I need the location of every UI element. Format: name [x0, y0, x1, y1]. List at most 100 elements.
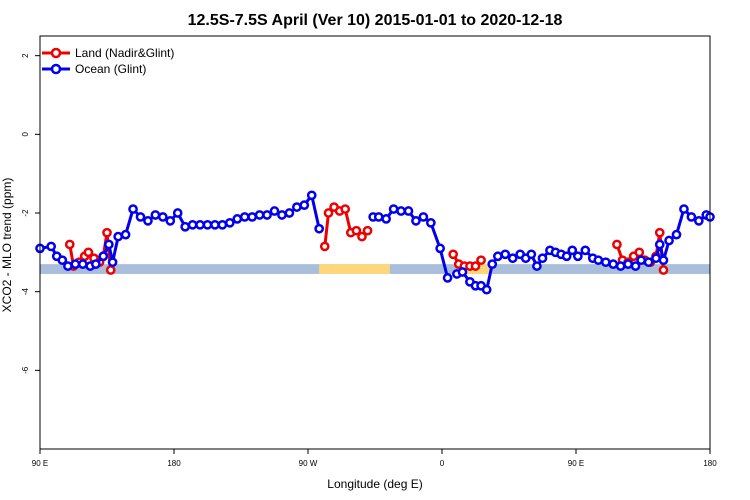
data-point [608, 259, 619, 269]
data-point [195, 219, 205, 230]
y-tick-label: -4 [21, 288, 30, 296]
data-point [425, 217, 436, 228]
data-point [487, 259, 498, 269]
series-1 [35, 190, 715, 295]
data-point [102, 227, 112, 238]
series-layer [35, 190, 715, 295]
data-point [664, 235, 674, 246]
data-point [277, 210, 287, 220]
data-point [442, 273, 453, 283]
data-point [418, 212, 429, 222]
data-point [373, 212, 384, 222]
data-point [612, 239, 622, 250]
data-point [306, 190, 317, 201]
data-point [64, 239, 75, 250]
data-point [323, 208, 334, 218]
data-point [314, 223, 325, 234]
data-point [580, 245, 591, 256]
data-point [671, 229, 682, 240]
data-point [232, 214, 243, 224]
data-point [284, 208, 295, 218]
x-axis-label: Longitude (deg E) [327, 477, 422, 491]
data-point [658, 255, 669, 266]
legend-marker [50, 63, 62, 75]
data-point [679, 204, 689, 214]
data-point [340, 204, 351, 214]
data-point [654, 227, 665, 238]
data-point [180, 221, 191, 232]
data-point [143, 216, 153, 226]
data-point [70, 259, 81, 269]
data-point [113, 231, 124, 242]
data-point [435, 243, 445, 254]
data-point [654, 239, 665, 250]
data-point [651, 253, 661, 264]
data-point [210, 219, 220, 230]
y-tick-label: 0 [21, 132, 30, 137]
data-point [567, 245, 578, 256]
data-point [362, 225, 373, 236]
data-point [135, 212, 146, 222]
data-point [411, 216, 421, 226]
data-point [299, 200, 310, 210]
data-point [623, 259, 633, 269]
data-point [658, 265, 669, 275]
data-point [262, 210, 272, 220]
data-point [403, 206, 414, 216]
data-point [165, 216, 176, 226]
legend-marker [50, 47, 62, 59]
data-point [104, 239, 114, 250]
data-point [381, 214, 392, 224]
data-point [351, 225, 362, 236]
data-point [561, 251, 572, 262]
data-point [77, 259, 88, 269]
band-highlight [381, 264, 390, 274]
data-point [128, 204, 138, 214]
x-tick-label: 0 [440, 459, 445, 468]
data-point [448, 249, 459, 260]
data-point [239, 212, 250, 222]
legend-label: Ocean (Glint) [75, 62, 146, 76]
data-point [150, 210, 161, 220]
data-point [202, 219, 213, 230]
data-point [269, 206, 280, 216]
data-point [481, 284, 492, 295]
data-point [105, 265, 116, 275]
data-point [507, 253, 518, 264]
data-point [470, 261, 481, 271]
x-tick-label: 180 [167, 459, 181, 468]
data-point [500, 249, 511, 260]
data-point [693, 216, 704, 226]
data-point [643, 257, 654, 268]
data-point [90, 259, 101, 269]
data-point [573, 251, 583, 262]
data-point [600, 257, 611, 268]
data-point [615, 261, 626, 271]
chart-title: 12.5S-7.5S April (Ver 10) 2015-01-01 to … [188, 12, 563, 29]
band-highlight [331, 264, 382, 274]
legend: Land (Nadir&Glint) Ocean (Glint) [42, 46, 174, 76]
x-tick-label: 90 W [299, 459, 318, 468]
x-tick-label: 90 E [32, 459, 48, 468]
data-point [476, 255, 486, 266]
data-point [457, 267, 468, 277]
data-point [46, 241, 57, 252]
data-point [254, 210, 265, 220]
data-point [107, 257, 118, 268]
legend-label: Land (Nadir&Glint) [75, 46, 174, 60]
data-point [686, 212, 697, 222]
data-point [537, 253, 548, 264]
x-tick-label: 90 E [568, 459, 584, 468]
x-axis: 90 E 180 90 W 0 90 E 180 [32, 449, 717, 468]
data-point [172, 208, 183, 218]
data-point [57, 255, 68, 266]
data-point [357, 231, 367, 242]
band-highlight [319, 264, 332, 274]
data-point [630, 261, 641, 271]
data-point [388, 204, 399, 214]
data-point [593, 255, 604, 266]
data-point [120, 229, 131, 240]
y-tick-label: -6 [21, 366, 30, 374]
data-point [247, 212, 258, 222]
band-highlight [486, 264, 493, 274]
